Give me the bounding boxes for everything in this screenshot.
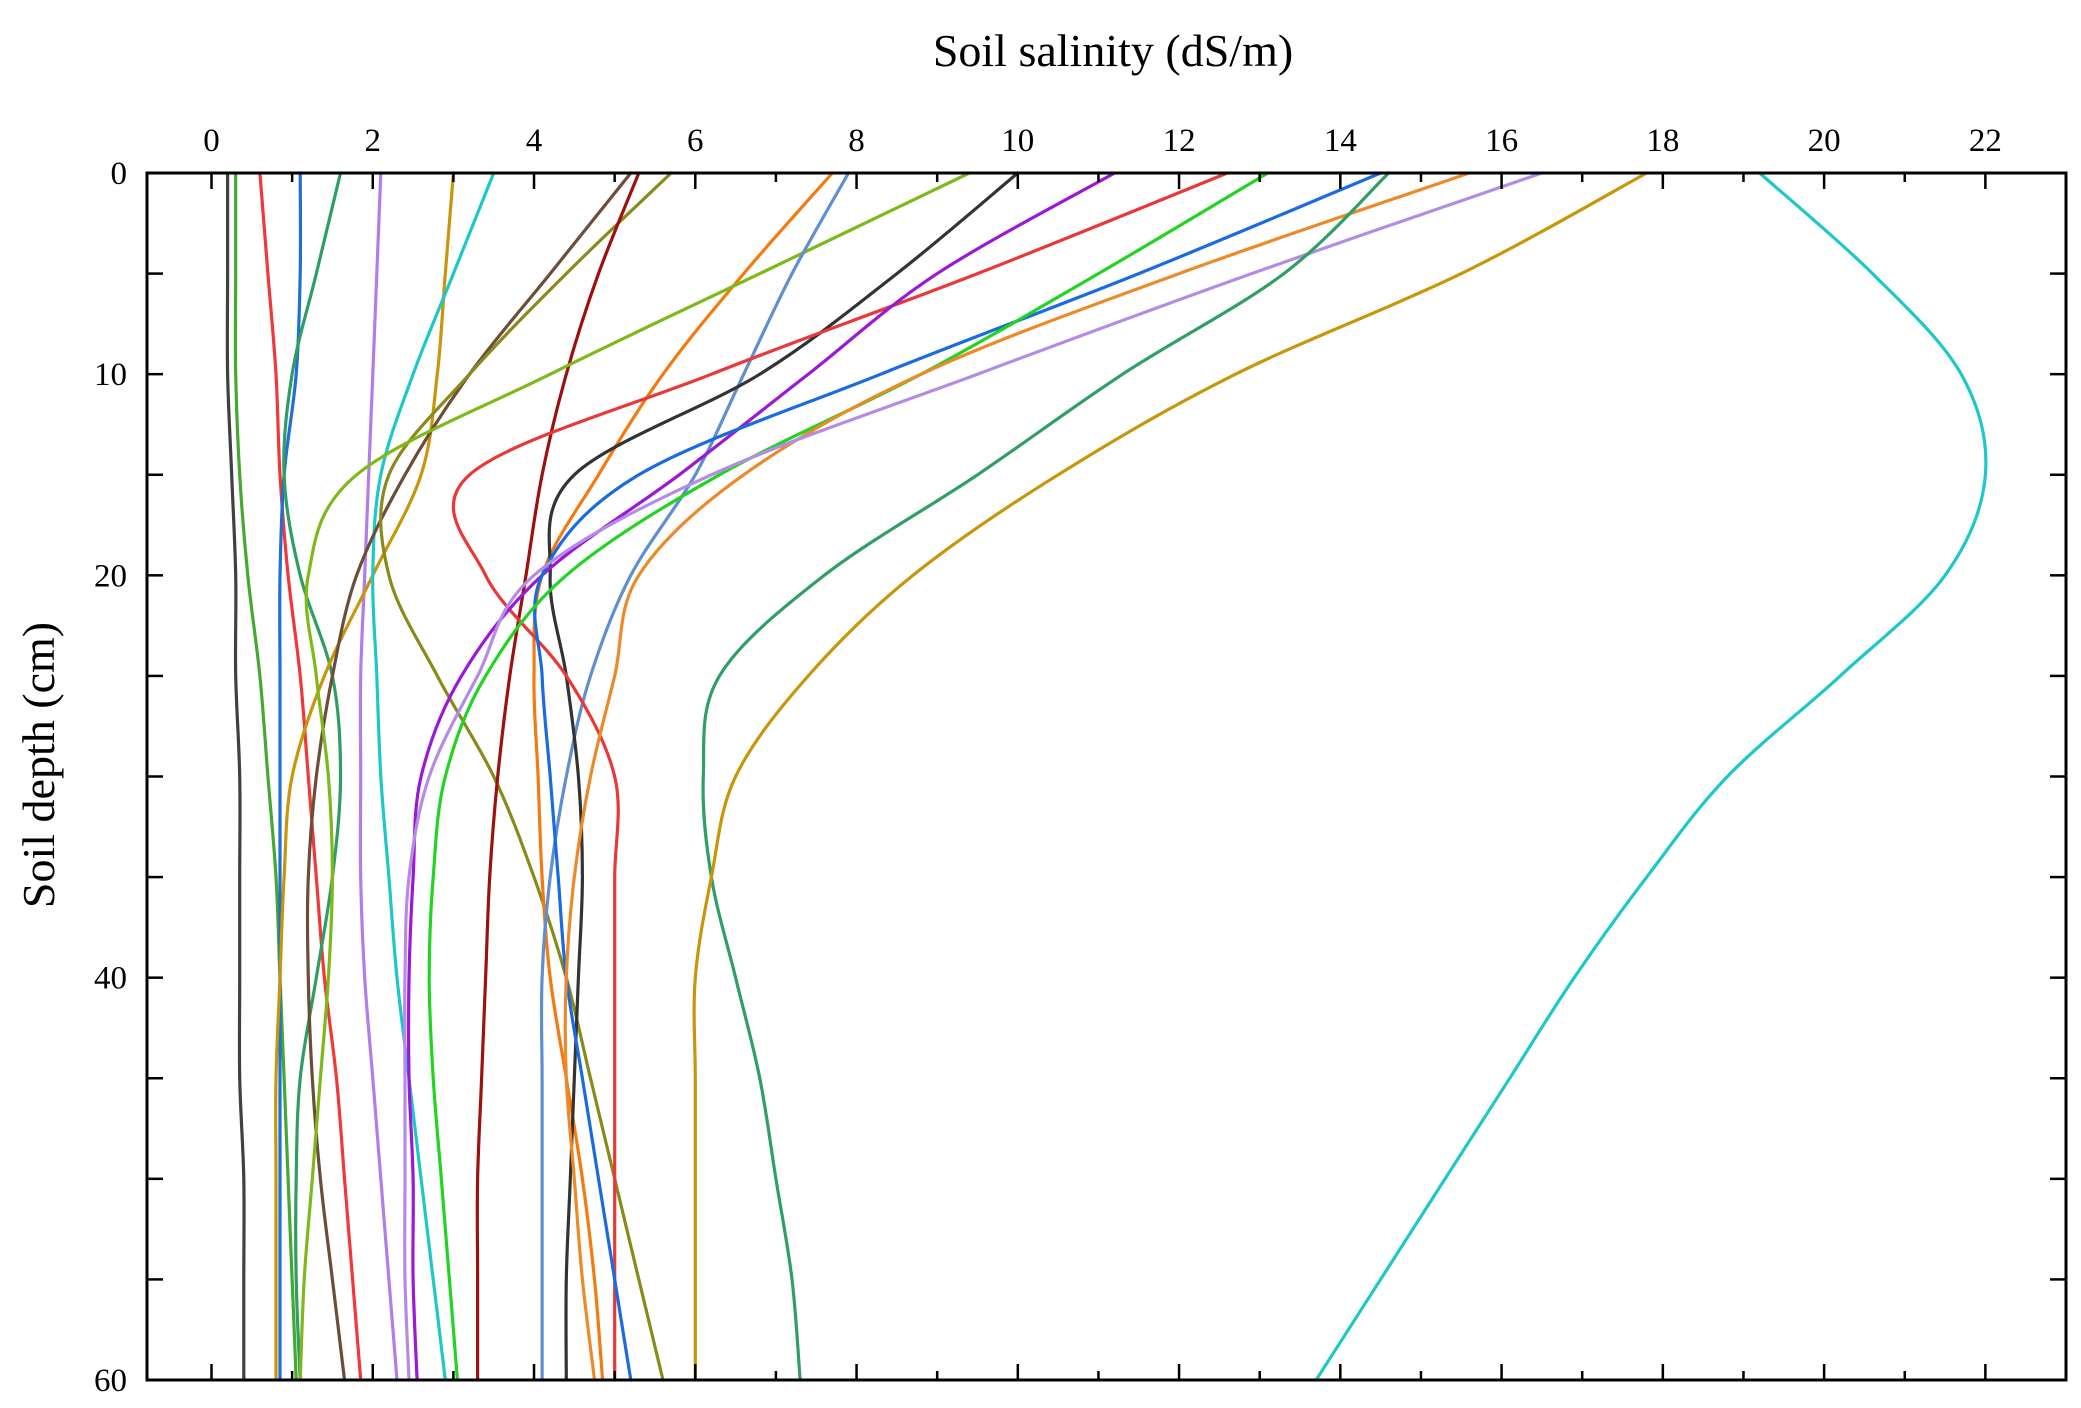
- series-line-8: [371, 171, 496, 1382]
- series-line-1: [225, 171, 246, 1382]
- x-tick-label: 2: [365, 123, 382, 159]
- series-line-11: [475, 171, 641, 1382]
- tick-labels: 0 2 4 6 8 10 12 14 16 18 20 22 0 10 20 40 60: [94, 123, 2002, 1399]
- y-tick-label: 60: [94, 1363, 127, 1399]
- series-line-9: [305, 171, 633, 1382]
- x-tick-label: 12: [1163, 123, 1196, 159]
- series-line-19: [427, 171, 1270, 1382]
- series-line-15: [547, 171, 1020, 1382]
- series-line-24: [1314, 171, 1988, 1382]
- plot-frame: [145, 171, 2068, 1382]
- series-line-2: [233, 171, 298, 1382]
- y-tick-label: 20: [94, 558, 127, 594]
- series-line-23: [692, 171, 1649, 1382]
- y-tick-label: 0: [111, 156, 128, 192]
- series-line-17: [406, 171, 1117, 1382]
- series-line-20: [563, 171, 1471, 1382]
- series-line-3: [258, 171, 363, 1382]
- x-tick-label: 14: [1324, 123, 1357, 159]
- axis-ticks: [147, 171, 2068, 1382]
- series-line-16: [451, 171, 1229, 1382]
- x-tick-label: 6: [687, 123, 704, 159]
- x-tick-label: 20: [1808, 123, 1841, 159]
- x-tick-label: 10: [1001, 123, 1034, 159]
- series-line-13: [298, 171, 971, 1382]
- x-tick-label: 8: [848, 123, 865, 159]
- x-tick-label: 18: [1646, 123, 1679, 159]
- series-line-4: [278, 171, 303, 1382]
- x-tick-label: 0: [203, 123, 220, 159]
- x-axis-title: Soil salinity (dS/m): [933, 25, 1293, 76]
- x-tick-label: 4: [526, 123, 543, 159]
- x-tick-label: 16: [1485, 123, 1518, 159]
- series-line-22: [701, 171, 1391, 1382]
- series-lines: [225, 171, 1988, 1382]
- series-line-21: [403, 171, 1544, 1382]
- series-line-12: [532, 171, 834, 1382]
- series-line-7: [274, 171, 455, 1382]
- series-line-14: [539, 171, 851, 1382]
- series-line-18: [533, 171, 1383, 1382]
- series-line-5: [282, 171, 343, 1382]
- series-line-6: [358, 171, 399, 1382]
- y-axis-title: Soil depth (cm): [13, 622, 64, 908]
- y-tick-label: 40: [94, 961, 127, 997]
- x-tick-label: 22: [1969, 123, 2002, 159]
- y-tick-label: 10: [94, 357, 127, 393]
